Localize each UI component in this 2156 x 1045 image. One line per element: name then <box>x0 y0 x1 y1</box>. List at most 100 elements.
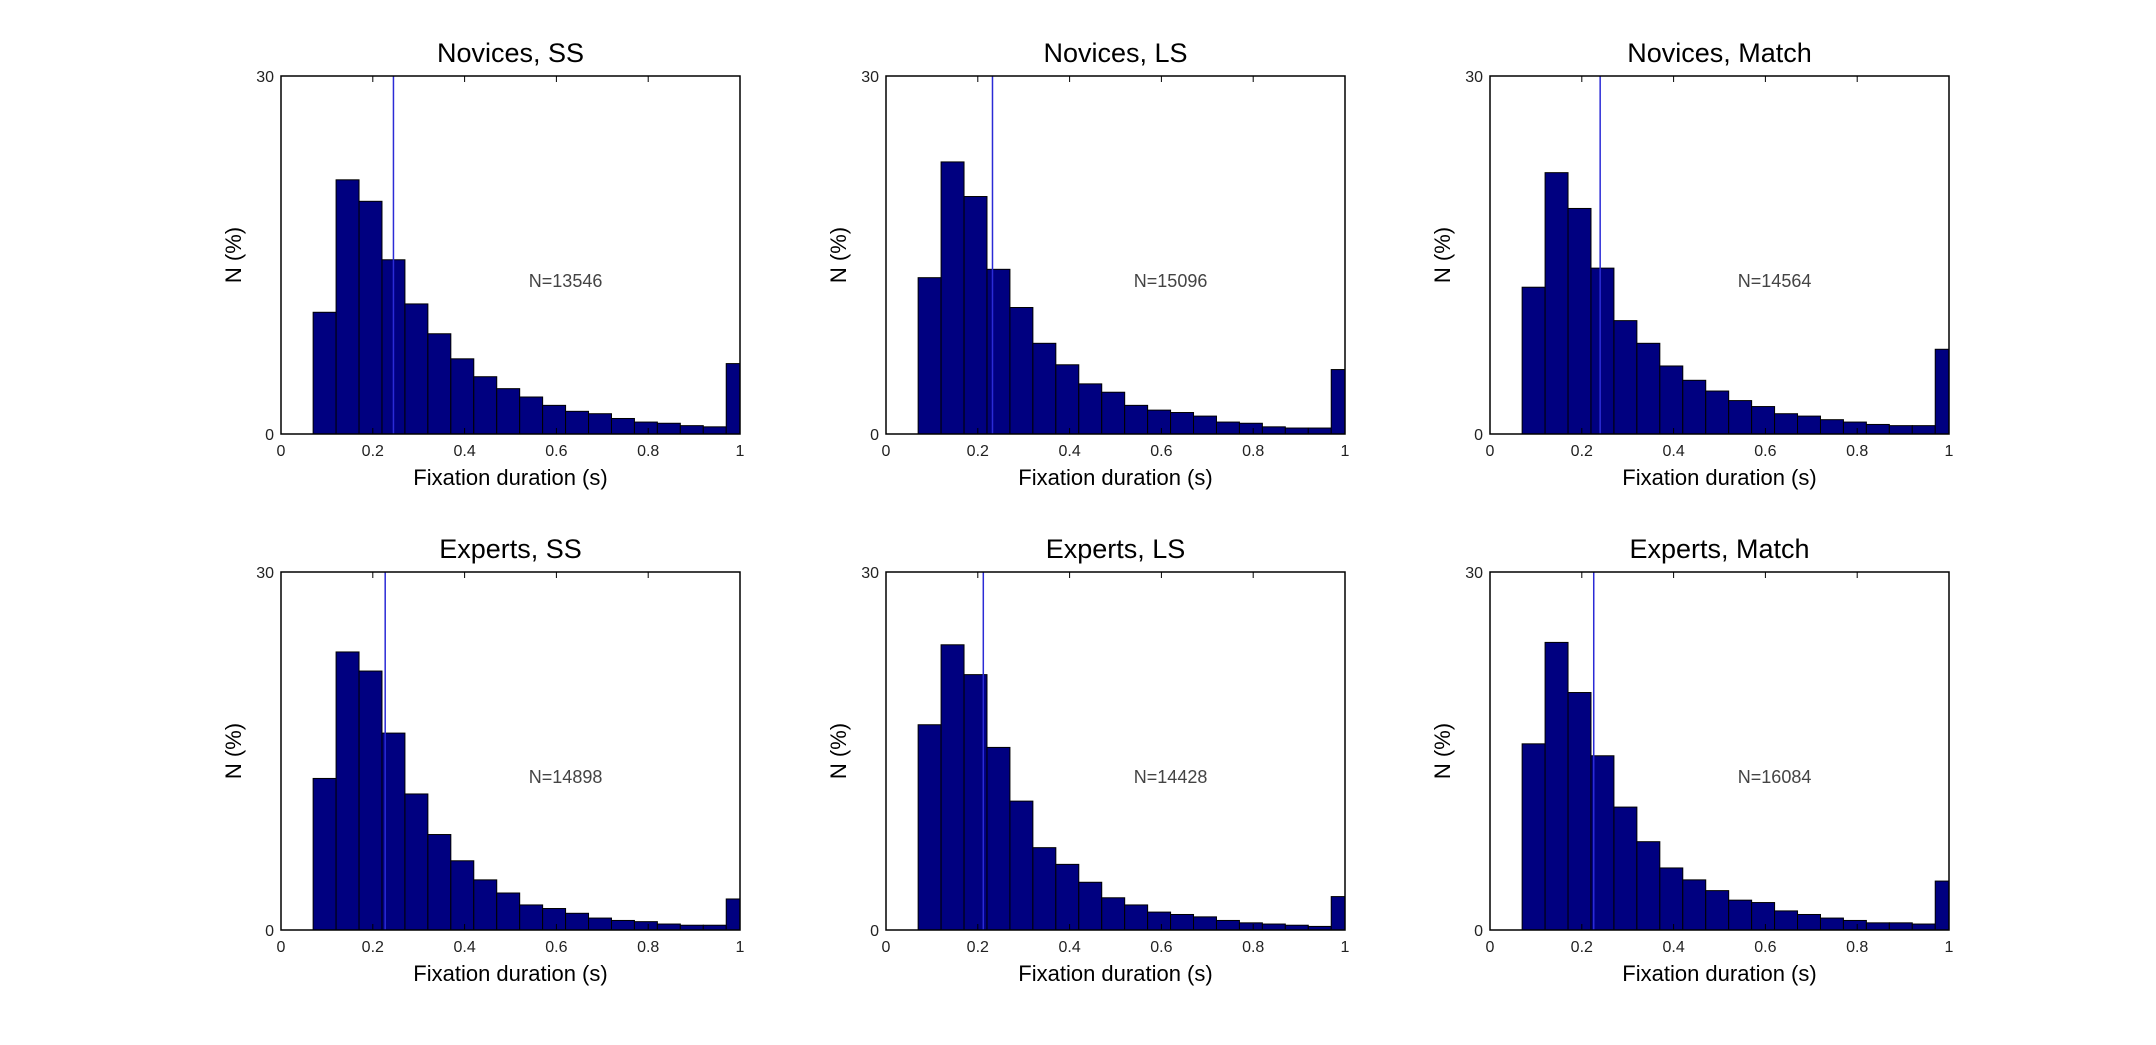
histogram-bar <box>450 358 475 435</box>
sample-size-annotation: N=14564 <box>1738 271 1812 291</box>
histogram-bar <box>1124 404 1149 435</box>
histogram-bar <box>565 410 590 435</box>
histogram-bar <box>1797 913 1821 931</box>
x-tick-label: 0 <box>882 443 891 460</box>
histogram-bar <box>1261 923 1286 931</box>
x-tick-label: 0.6 <box>1754 939 1776 956</box>
histogram-bar <box>1774 413 1799 435</box>
y-tick-label: 30 <box>256 69 274 86</box>
histogram-bar <box>1819 917 1844 931</box>
histogram-bar <box>1238 922 1263 931</box>
histogram-bar <box>1636 342 1661 435</box>
histogram-bar <box>1934 348 1950 435</box>
x-tick-label: 0.8 <box>1846 443 1868 460</box>
panel-2: 0 0.2 0.4 0.6 0.8 1 0 30 Novices, Match Fixation … <box>1430 38 1954 490</box>
histogram-bar <box>1193 415 1217 435</box>
x-tick-label: 1 <box>1341 939 1350 956</box>
histogram-bar <box>1544 172 1569 435</box>
x-tick-label: 0.4 <box>1058 443 1080 460</box>
histogram-bar <box>940 644 965 931</box>
x-tick-label: 0.4 <box>453 939 475 956</box>
panel-0: 0 0.2 0.4 0.6 0.8 1 0 30 Novices, SS Fixation dur… <box>221 38 745 490</box>
histogram-bar <box>1613 806 1638 931</box>
y-tick-label: 0 <box>1474 923 1483 940</box>
sample-size-annotation: N=16084 <box>1738 767 1812 787</box>
histogram-bar <box>725 363 741 435</box>
histogram-bar <box>940 161 965 435</box>
histogram-bar <box>1238 422 1263 435</box>
histogram-bar <box>1055 863 1080 931</box>
histogram-bar <box>1819 419 1844 435</box>
axes-frame <box>280 75 741 435</box>
sample-size-annotation: N=14428 <box>1134 767 1208 787</box>
histogram-bar <box>1751 902 1776 931</box>
y-axis-label: N (%) <box>1430 227 1455 283</box>
histogram-bar <box>1728 400 1753 435</box>
histogram-bar <box>1636 841 1661 931</box>
histogram-bar <box>1009 800 1034 931</box>
x-tick-label: 1 <box>736 443 745 460</box>
histogram-bar <box>1307 427 1332 435</box>
panel-1: 0 0.2 0.4 0.6 0.8 1 0 30 Novices, LS Fixation dur… <box>826 38 1350 490</box>
histogram-bar <box>542 404 567 435</box>
y-tick-label: 0 <box>265 427 274 444</box>
histogram-bar <box>588 917 612 931</box>
histogram-bar <box>427 834 452 931</box>
histogram-bar <box>565 912 590 931</box>
histogram-bar <box>1170 913 1195 931</box>
histogram-bar <box>1032 342 1057 435</box>
axes-frame <box>885 75 1346 435</box>
panel-4: 0 0.2 0.4 0.6 0.8 1 0 30 Experts, LS Fixation dur… <box>826 534 1350 986</box>
histogram-bar <box>1911 425 1936 435</box>
histogram-bar <box>917 724 942 931</box>
axes-frame <box>1489 571 1950 931</box>
histogram-bar <box>1682 379 1707 435</box>
histogram-bar <box>335 651 360 931</box>
histogram-bar <box>427 333 452 435</box>
panel-3: 0 0.2 0.4 0.6 0.8 1 0 30 Experts, SS Fixation dur… <box>221 534 745 986</box>
histogram-bar <box>473 879 498 931</box>
axes-frame <box>280 571 741 931</box>
histogram-bar <box>1055 364 1080 435</box>
y-tick-label: 30 <box>861 69 879 86</box>
x-tick-label: 0.6 <box>545 939 567 956</box>
histogram-bar <box>1567 692 1592 931</box>
histogram-bar <box>1215 421 1240 435</box>
histogram-bar <box>1934 880 1950 931</box>
histogram-bar <box>963 196 988 435</box>
y-tick-label: 30 <box>1465 565 1483 582</box>
x-tick-label: 0.6 <box>545 443 567 460</box>
histogram-bar <box>404 303 429 435</box>
x-tick-label: 0.4 <box>1058 939 1080 956</box>
histogram-bar <box>1865 922 1890 931</box>
x-tick-label: 0 <box>1486 443 1495 460</box>
histogram-bar <box>1911 923 1936 931</box>
histogram-bar <box>1659 365 1684 435</box>
sample-size-annotation: N=14898 <box>529 767 603 787</box>
histogram-bar <box>610 919 635 931</box>
histogram-bar <box>1215 919 1240 931</box>
histogram-bar <box>1170 412 1195 435</box>
histogram-bar <box>358 200 383 435</box>
histogram-bar <box>917 277 942 435</box>
x-tick-label: 0.2 <box>967 939 989 956</box>
histogram-bar <box>1147 409 1172 435</box>
histogram-bar <box>1888 425 1913 435</box>
x-axis-label: Fixation duration (s) <box>1622 465 1816 490</box>
x-axis-label: Fixation duration (s) <box>1018 961 1212 986</box>
x-tick-label: 0.8 <box>637 443 659 460</box>
histogram-bar <box>1078 383 1103 435</box>
histogram-bar <box>610 417 635 435</box>
x-tick-label: 0.6 <box>1150 939 1172 956</box>
panel-title: Novices, LS <box>1043 38 1187 68</box>
histogram-bar <box>473 376 498 435</box>
histogram-bar <box>519 904 544 931</box>
x-tick-label: 0.6 <box>1754 443 1776 460</box>
x-tick-label: 0.4 <box>1662 443 1684 460</box>
panel-title: Novices, Match <box>1627 38 1812 68</box>
x-tick-label: 0.8 <box>1846 939 1868 956</box>
x-tick-label: 0.2 <box>1571 939 1593 956</box>
x-tick-label: 0.8 <box>1242 443 1264 460</box>
histogram-bar <box>1284 427 1309 435</box>
histogram-bar <box>496 892 521 931</box>
